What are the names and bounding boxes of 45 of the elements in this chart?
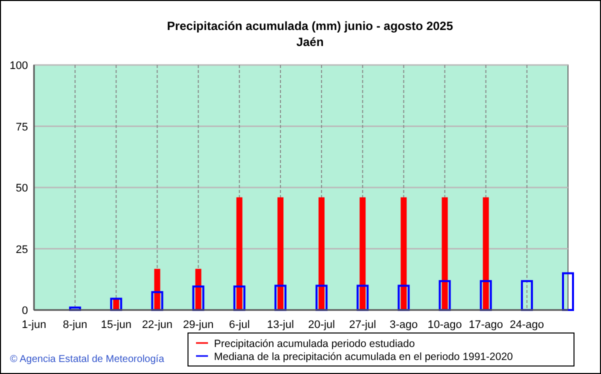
x-tick-label: 29-jun	[183, 319, 214, 331]
bar	[277, 197, 284, 310]
bar	[69, 306, 82, 311]
bar	[398, 284, 410, 311]
bar	[154, 268, 160, 310]
x-tick-label: 27-jul	[349, 319, 376, 331]
x-tick-label: 10-ago	[428, 319, 462, 331]
bar	[233, 285, 246, 311]
y-tick-label: 25	[16, 244, 28, 256]
y-tick-label: 75	[16, 121, 28, 134]
y-tick-label: 50	[16, 182, 28, 194]
x-tick-label: 15-jun	[100, 319, 132, 331]
bar	[192, 285, 204, 311]
chart-subtitle: Jaén	[296, 35, 324, 49]
text: © Agencia Estatal de Meteorología	[10, 354, 165, 365]
y-tick-label: 100	[10, 60, 28, 72]
x-tick-label: 22-jun	[142, 319, 173, 331]
chart-title: Precipitación acumulada (mm) junio - agosto 2025	[166, 19, 454, 33]
bar	[520, 280, 533, 311]
bar	[442, 197, 448, 310]
x-tick-label: 17-ago	[468, 319, 503, 331]
x-tick-label: 13-jul	[267, 319, 294, 331]
bar	[360, 197, 366, 310]
x-tick-label: 20-jul	[308, 319, 335, 331]
bar	[480, 280, 492, 311]
x-tick-label: 3-ago	[390, 319, 418, 331]
bar	[274, 284, 286, 311]
bar	[482, 197, 489, 310]
bar	[438, 280, 451, 311]
bar	[400, 197, 407, 310]
bar	[356, 284, 369, 311]
bar	[110, 298, 122, 311]
x-tick-label: 6-jul	[228, 319, 250, 331]
bar	[195, 268, 202, 310]
bar	[562, 272, 574, 311]
x-tick-label: 1-jun	[22, 319, 46, 331]
legend-label: Precipitación acumulada periodo estudiado	[214, 338, 415, 350]
bar	[236, 197, 242, 310]
bar	[316, 284, 328, 311]
x-tick-label: 8-jun	[62, 319, 88, 331]
y-tick-label: 0	[22, 305, 28, 317]
legend-label: Mediana de la precipitación acumulada en el periodo 1991-2020	[214, 351, 514, 363]
bar	[151, 291, 164, 311]
x-tick-label: 24-ago	[510, 319, 544, 331]
bar	[318, 197, 325, 310]
